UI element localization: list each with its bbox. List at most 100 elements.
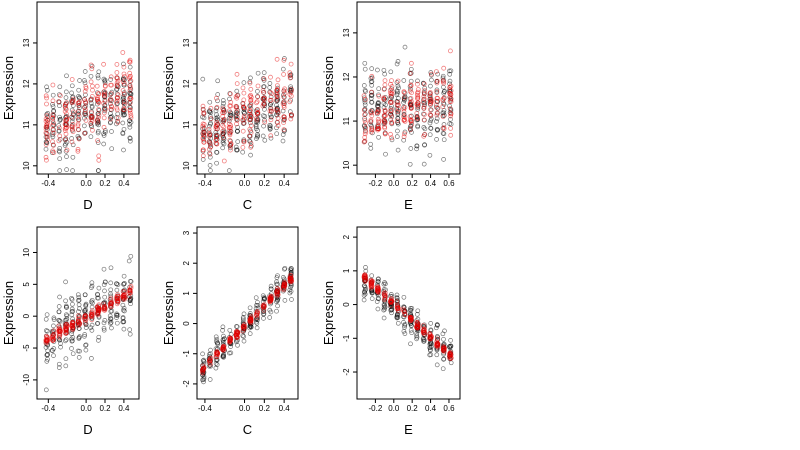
data-point	[434, 126, 440, 132]
data-point	[369, 66, 375, 71]
data-point	[281, 127, 287, 133]
data-point	[44, 157, 49, 163]
data-point	[260, 113, 266, 119]
data-point	[375, 126, 381, 132]
data-point	[101, 282, 107, 288]
data-point	[434, 89, 440, 94]
data-point	[69, 346, 74, 351]
data-point	[362, 289, 367, 295]
data-point	[70, 124, 75, 130]
data-point	[441, 112, 447, 118]
data-point	[101, 266, 107, 272]
data-point	[64, 111, 69, 117]
data-point	[434, 119, 439, 124]
data-point	[228, 350, 234, 356]
data-point	[101, 325, 107, 331]
data-point	[260, 133, 266, 139]
data-point	[121, 326, 127, 332]
data-point	[58, 344, 63, 350]
data-point	[69, 77, 75, 82]
data-point	[363, 97, 368, 102]
data-point	[51, 333, 56, 338]
data-point	[441, 157, 446, 162]
data-point	[62, 143, 68, 148]
data-point	[114, 107, 120, 113]
data-point	[440, 73, 446, 79]
data-point	[241, 80, 247, 85]
data-point	[422, 126, 428, 132]
data-point	[63, 136, 68, 142]
data-point	[109, 146, 115, 152]
data-point	[370, 130, 375, 136]
data-point	[70, 121, 76, 127]
data-point	[115, 95, 120, 101]
data-point	[422, 112, 427, 117]
data-point	[226, 108, 232, 114]
data-point	[275, 123, 281, 129]
data-point	[207, 360, 213, 366]
x-tick-label: 0.0	[388, 179, 400, 188]
data-point	[89, 280, 95, 286]
data-point	[402, 105, 408, 110]
data-point	[76, 94, 81, 99]
data-point	[382, 280, 387, 285]
data-point	[94, 83, 100, 89]
data-point	[274, 291, 280, 297]
data-point	[63, 125, 69, 131]
data-point	[421, 94, 427, 99]
data-point	[221, 124, 227, 130]
data-point	[70, 325, 76, 331]
data-point	[128, 96, 134, 101]
data-point	[427, 112, 433, 117]
data-point	[208, 351, 213, 357]
data-point	[94, 304, 100, 310]
data-point	[248, 75, 253, 81]
data-point	[220, 337, 226, 343]
data-point	[369, 73, 375, 79]
data-point	[428, 126, 434, 131]
data-point	[401, 134, 407, 140]
series-red	[200, 56, 294, 164]
data-point	[421, 330, 426, 336]
data-point	[382, 131, 388, 137]
plot-frame	[196, 1, 299, 175]
data-point	[415, 94, 421, 100]
data-point	[114, 281, 119, 287]
data-point	[407, 101, 413, 107]
data-point	[434, 341, 440, 347]
data-point	[268, 94, 274, 100]
data-point	[281, 283, 287, 289]
data-point	[395, 59, 401, 64]
data-point	[268, 296, 273, 302]
data-point	[69, 136, 74, 141]
data-point	[96, 69, 102, 75]
data-point	[247, 80, 253, 86]
x-tick-label: -0.4	[198, 179, 212, 188]
data-point	[369, 279, 375, 285]
data-point	[381, 87, 387, 92]
data-point	[376, 93, 382, 99]
data-point	[401, 117, 407, 123]
data-point	[408, 105, 414, 111]
data-point	[427, 120, 433, 126]
data-point	[70, 129, 76, 135]
data-point	[120, 302, 126, 308]
data-point	[421, 117, 427, 123]
x-tick-label: -0.2	[368, 179, 382, 188]
data-point	[128, 279, 134, 284]
data-point	[427, 352, 433, 358]
data-point	[420, 80, 426, 86]
data-point	[363, 129, 369, 135]
data-point	[63, 356, 69, 362]
data-point	[434, 110, 440, 116]
data-point	[288, 267, 293, 273]
data-point	[228, 338, 233, 344]
data-point	[221, 101, 226, 106]
data-point	[102, 129, 108, 135]
data-point	[408, 317, 414, 323]
data-point	[274, 299, 279, 304]
data-point	[56, 361, 62, 367]
data-point	[200, 76, 206, 82]
data-point	[376, 287, 382, 293]
data-point	[101, 105, 107, 111]
